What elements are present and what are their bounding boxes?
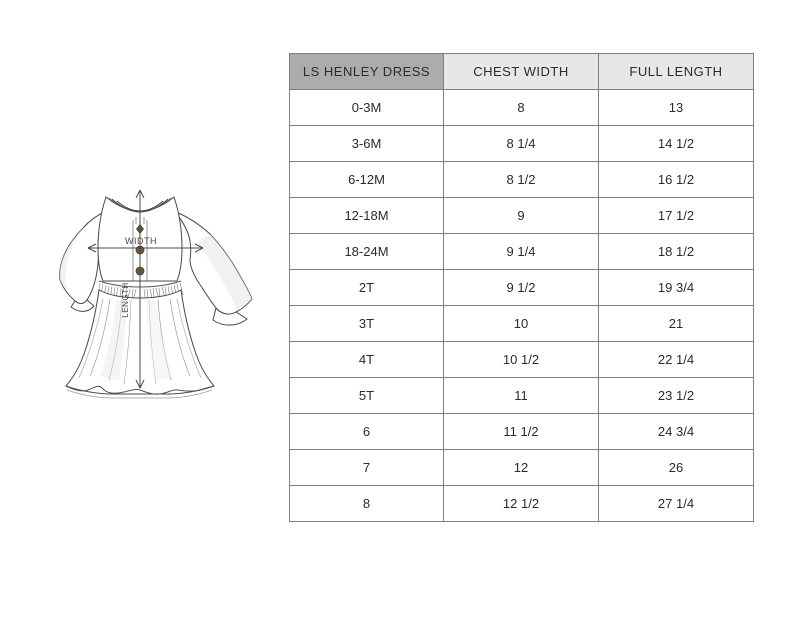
svg-text:LENGTH: LENGTH <box>121 282 130 317</box>
svg-text:WIDTH: WIDTH <box>125 236 157 246</box>
